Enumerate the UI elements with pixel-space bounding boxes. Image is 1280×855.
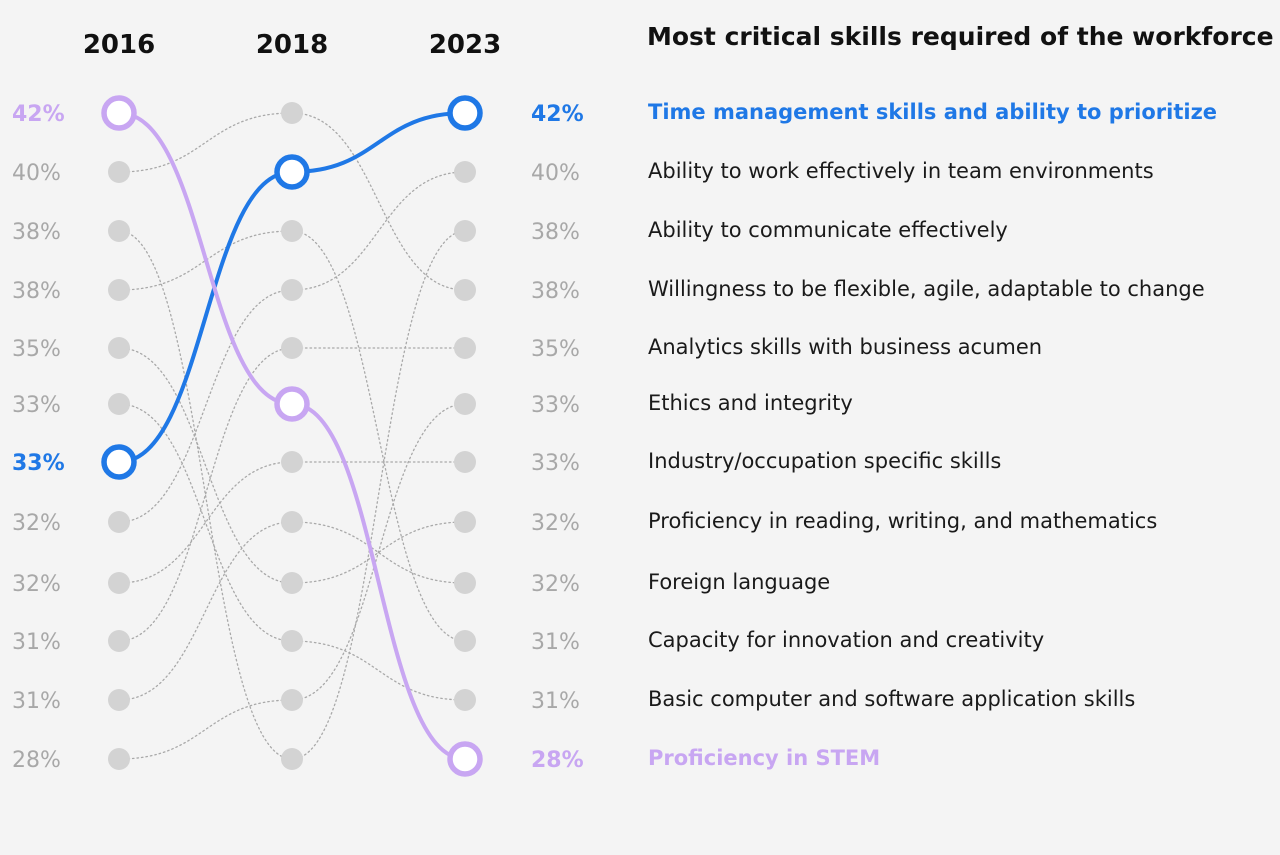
pct-label-2016-rank-10: 31% xyxy=(12,630,61,655)
skill-label-capacity-for-innovation-and-creativity: Capacity for innovation and creativity xyxy=(648,628,1045,652)
skill-label-ethics-and-integrity: Ethics and integrity xyxy=(648,391,853,415)
rank-dot-2016-8 xyxy=(108,511,130,533)
chart-title: Most critical skills required of the wor… xyxy=(647,22,1274,51)
year-label-2018: 2018 xyxy=(256,30,328,60)
connector-analytics-skills-with-business-acumen xyxy=(118,347,466,642)
pct-label-2016-rank-11: 31% xyxy=(12,689,61,714)
rank-dot-2018-5 xyxy=(281,337,303,359)
highlight-marker-time-management-skills-and-ability-to-prioritize-2018 xyxy=(274,154,310,190)
pct-label-2016-rank-2: 40% xyxy=(12,161,61,186)
pct-label-2023-rank-2: 40% xyxy=(531,161,580,186)
pct-label-2023-rank-1: 42% xyxy=(531,102,584,127)
highlight-marker-proficiency-in-stem-2023 xyxy=(447,741,483,777)
highlight-marker-proficiency-in-stem-2018 xyxy=(274,386,310,422)
rank-dot-2018-1 xyxy=(281,102,303,124)
rank-dot-2016-11 xyxy=(108,689,130,711)
skill-label-analytics-skills-with-business-acumen: Analytics skills with business acumen xyxy=(648,335,1043,359)
rank-dot-2023-5 xyxy=(454,337,476,359)
pct-label-2016-rank-12: 28% xyxy=(12,748,61,773)
pct-label-2016-rank-6: 33% xyxy=(12,393,61,418)
rank-dot-2016-3 xyxy=(108,220,130,242)
rank-dot-2023-10 xyxy=(454,630,476,652)
skill-label-proficiency-in-reading-writing-and-mathematics: Proficiency in reading, writing, and mat… xyxy=(648,509,1158,533)
rank-dot-2023-8 xyxy=(454,511,476,533)
rank-dot-2023-11 xyxy=(454,689,476,711)
year-label-2016: 2016 xyxy=(83,30,155,60)
rank-dot-2016-10 xyxy=(108,630,130,652)
highlight-marker-time-management-skills-and-ability-to-prioritize-2016 xyxy=(101,444,137,480)
skill-label-ability-to-work-effectively-in-team-environments: Ability to work effectively in team envi… xyxy=(648,159,1154,183)
rank-dot-2018-4 xyxy=(281,279,303,301)
rank-dot-2016-2 xyxy=(108,161,130,183)
pct-label-2016-rank-9: 32% xyxy=(12,572,61,597)
rank-dot-2018-11 xyxy=(281,689,303,711)
pct-label-2023-rank-4: 38% xyxy=(531,279,580,304)
rank-dot-2016-4 xyxy=(108,279,130,301)
skill-label-industry-occupation-specific-skills: Industry/occupation specific skills xyxy=(648,449,1002,473)
rank-dot-2016-12 xyxy=(108,748,130,770)
connector-capacity-for-innovation-and-creativity xyxy=(118,230,466,642)
rank-dot-2018-8 xyxy=(281,511,303,533)
rank-dot-2018-10 xyxy=(281,630,303,652)
skill-label-foreign-language: Foreign language xyxy=(648,570,831,594)
connector-industry-occupation-specific-skills xyxy=(118,461,466,584)
rank-dot-2018-12 xyxy=(281,748,303,770)
highlight-line-proficiency-in-stem xyxy=(117,111,467,761)
pct-label-2023-rank-8: 32% xyxy=(531,511,580,536)
skill-label-willingness-to-be-flexible-agile-adaptable-to-change: Willingness to be flexible, agile, adapt… xyxy=(648,277,1205,301)
skill-label-proficiency-in-stem: Proficiency in STEM xyxy=(648,746,881,770)
connector-ability-to-work-effectively-in-team-environments xyxy=(118,171,466,523)
rank-dot-2018-7 xyxy=(281,451,303,473)
pct-label-2016-rank-5: 35% xyxy=(12,337,61,362)
pct-label-2016-rank-8: 32% xyxy=(12,511,61,536)
rank-dot-2023-2 xyxy=(454,161,476,183)
year-label-2023: 2023 xyxy=(429,30,501,60)
pct-label-2023-rank-3: 38% xyxy=(531,220,580,245)
rank-dot-2018-3 xyxy=(281,220,303,242)
pct-label-2023-rank-9: 32% xyxy=(531,572,580,597)
rank-dot-2016-5 xyxy=(108,337,130,359)
rank-dot-2018-9 xyxy=(281,572,303,594)
pct-label-2016-rank-1: 42% xyxy=(12,102,65,127)
rank-dot-2023-7 xyxy=(454,451,476,473)
pct-label-2023-rank-12: 28% xyxy=(531,748,584,773)
highlight-line-time-management-skills-and-ability-to-prioritize xyxy=(117,111,467,464)
pct-label-2023-rank-6: 33% xyxy=(531,393,580,418)
pct-label-2023-rank-7: 33% xyxy=(531,451,580,476)
connector-ethics-and-integrity xyxy=(118,403,466,760)
connector-basic-computer-and-software-application-skills xyxy=(118,403,466,701)
skill-label-basic-computer-and-software-application-skills: Basic computer and software application … xyxy=(648,687,1136,711)
rank-dot-2023-6 xyxy=(454,393,476,415)
pct-label-2023-rank-11: 31% xyxy=(531,689,580,714)
slopegraph: 2016 2018 2023 42% 40% 38% 38% 35% 33% 33% 32% 32%… xyxy=(12,30,584,777)
connector-ability-to-communicate-effectively xyxy=(118,230,466,760)
rank-dot-2023-4 xyxy=(454,279,476,301)
highlight-marker-time-management-skills-and-ability-to-prioritize-2023 xyxy=(447,95,483,131)
skill-label-ability-to-communicate-effectively: Ability to communicate effectively xyxy=(648,218,1008,242)
skill-label-time-management-skills-and-ability-to-prioritize: Time management skills and ability to pr… xyxy=(648,100,1218,124)
rank-dot-2023-3 xyxy=(454,220,476,242)
highlight-marker-proficiency-in-stem-2016 xyxy=(101,95,137,131)
pct-label-2016-rank-7: 33% xyxy=(12,451,65,476)
pct-label-2023-rank-5: 35% xyxy=(531,337,580,362)
connector-willingness-to-be-flexible-agile-adaptable-to-change xyxy=(118,112,466,291)
pct-label-2016-rank-3: 38% xyxy=(12,220,61,245)
pct-label-2023-rank-10: 31% xyxy=(531,630,580,655)
rank-dot-2023-9 xyxy=(454,572,476,594)
connector-proficiency-in-reading-writing-and-mathematics xyxy=(118,347,466,584)
pct-label-2016-rank-4: 38% xyxy=(12,279,61,304)
rank-dot-2016-9 xyxy=(108,572,130,594)
connector-foreign-language xyxy=(118,521,466,701)
rank-dot-2016-6 xyxy=(108,393,130,415)
chart-panel: 2016 2018 2023 42% 40% 38% 38% 35% 33% 33% 32% 32%… xyxy=(0,0,630,855)
